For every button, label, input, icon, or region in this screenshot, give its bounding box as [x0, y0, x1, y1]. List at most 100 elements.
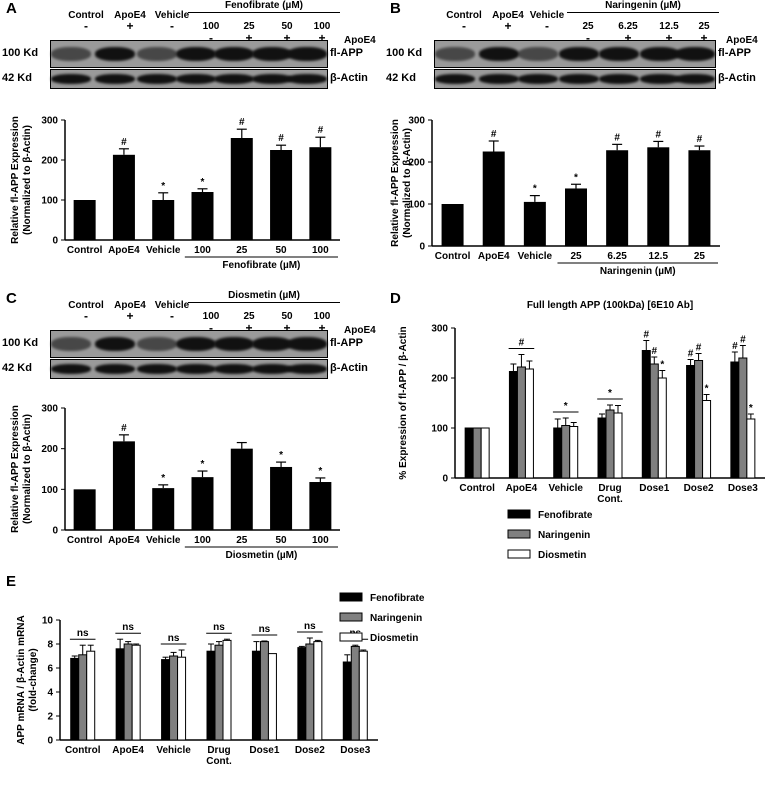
x-tick-label: Control — [67, 245, 103, 256]
lane-label: ApoE4 — [114, 10, 146, 21]
x-tick-label: ApoE4 — [478, 251, 510, 262]
bar — [267, 653, 277, 741]
apoe4-sign: - — [84, 19, 88, 33]
y-axis-label: APP mRNA / β-Actin mRNA(fold-change) — [16, 615, 39, 744]
y-axis-label: Relative fl-APP Expression(Normalized to… — [10, 405, 33, 533]
bar — [482, 151, 505, 246]
significance-mark: * — [201, 177, 205, 188]
significance-mark: * — [161, 473, 165, 484]
significance-mark: # — [652, 346, 658, 357]
significance-mark: # — [278, 133, 284, 144]
apoe4-sign: - — [462, 19, 466, 33]
bar — [86, 650, 96, 741]
apoe4-sign: + — [126, 19, 134, 33]
lane-label: ApoE4 — [492, 10, 524, 21]
protein-band — [51, 337, 91, 351]
x-tick-label: 50 — [276, 245, 288, 256]
significance-mark: * — [660, 360, 664, 371]
protein-label: β-Actin — [330, 72, 368, 84]
legend-swatch — [507, 529, 531, 539]
bar — [112, 154, 135, 240]
x-tick-label: 25 — [570, 251, 582, 262]
legend-label: Diosmetin — [370, 633, 418, 644]
bar — [342, 661, 352, 741]
significance-mark: # — [318, 125, 324, 136]
dose-label: 100 — [313, 311, 331, 322]
bracket-label: ns — [259, 624, 271, 635]
dose-label: 100 — [202, 21, 220, 32]
y-tick-label: 2 — [47, 712, 53, 723]
bar — [597, 417, 607, 479]
x-tick-label-line: Dose3 — [728, 483, 758, 494]
protein-band — [518, 47, 558, 61]
significance-mark: # — [656, 129, 662, 140]
legend-swatch — [507, 549, 531, 559]
bar — [230, 448, 253, 530]
protein-band — [137, 337, 177, 351]
significance-mark: # — [121, 423, 127, 434]
panel-label: B — [390, 0, 401, 17]
dose-label: 25 — [582, 21, 594, 32]
protein-band — [479, 74, 519, 84]
y-axis-label-line: % Expression of fl-APP / β-Actin — [398, 326, 409, 479]
bracket-label: ns — [77, 628, 89, 639]
y-tick-label: 0 — [47, 736, 53, 747]
bar — [230, 138, 253, 240]
significance-mark: # — [644, 330, 650, 341]
protein-band — [435, 74, 475, 84]
y-tick-label: 0 — [52, 236, 58, 247]
protein-band — [287, 337, 327, 351]
bar — [309, 482, 332, 530]
dose-label: 12.5 — [659, 21, 679, 32]
apoe4-sign: + — [318, 31, 326, 45]
bracket-label: ns — [122, 622, 134, 633]
significance-mark: # — [740, 335, 746, 346]
x-tick-label: ApoE4 — [506, 483, 538, 494]
legend-label: Fenofibrate — [538, 510, 593, 521]
bar — [523, 201, 546, 246]
blot-strip — [434, 40, 716, 68]
protein-band — [518, 74, 558, 84]
lane-label: ApoE4 — [114, 300, 146, 311]
bar — [358, 650, 368, 741]
bar — [131, 644, 141, 741]
x-tick-label-line: Dose2 — [295, 745, 325, 756]
bar — [472, 427, 482, 479]
bar — [350, 645, 360, 741]
x-tick-label-line: Cont. — [206, 756, 232, 767]
protein-band — [176, 364, 216, 374]
protein-band — [287, 74, 327, 84]
protein-band — [95, 364, 135, 374]
y-tick-label: 300 — [41, 116, 58, 127]
x-tick-label: 100 — [312, 535, 329, 546]
bar — [214, 644, 224, 741]
bar — [641, 350, 651, 479]
protein-band — [640, 74, 680, 84]
bar — [259, 641, 269, 741]
significance-mark: * — [533, 184, 537, 195]
y-axis-label-line: (Normalized to β-Actin) — [22, 414, 33, 524]
protein-label: fl-APP — [718, 47, 751, 59]
treatment-header: Fenofibrate (µM) — [225, 0, 303, 11]
bar — [115, 648, 125, 741]
apoe4-sign: - — [545, 19, 549, 33]
y-tick-label: 200 — [408, 158, 425, 169]
blot-strip — [50, 330, 328, 358]
y-tick-label: 100 — [41, 485, 58, 496]
blot-strip — [50, 359, 328, 379]
significance-mark: * — [749, 403, 753, 414]
x-tick-label: Dose2 — [684, 483, 714, 494]
x-tick-label-line: Control — [459, 483, 495, 494]
bar — [123, 643, 133, 741]
bracket-label: ns — [168, 633, 180, 644]
protein-band — [176, 47, 216, 61]
y-axis-label-line: Relative fl-APP Expression — [390, 119, 401, 247]
lane-label: Control — [68, 10, 104, 21]
protein-band — [435, 47, 475, 61]
protein-band — [252, 74, 292, 84]
apoe4-sign: - — [170, 19, 174, 33]
bracket-label: ns — [213, 622, 225, 633]
x-tick-label: ApoE4 — [112, 745, 144, 756]
dose-label: 100 — [202, 311, 220, 322]
x-tick-label: 6.25 — [607, 251, 627, 262]
